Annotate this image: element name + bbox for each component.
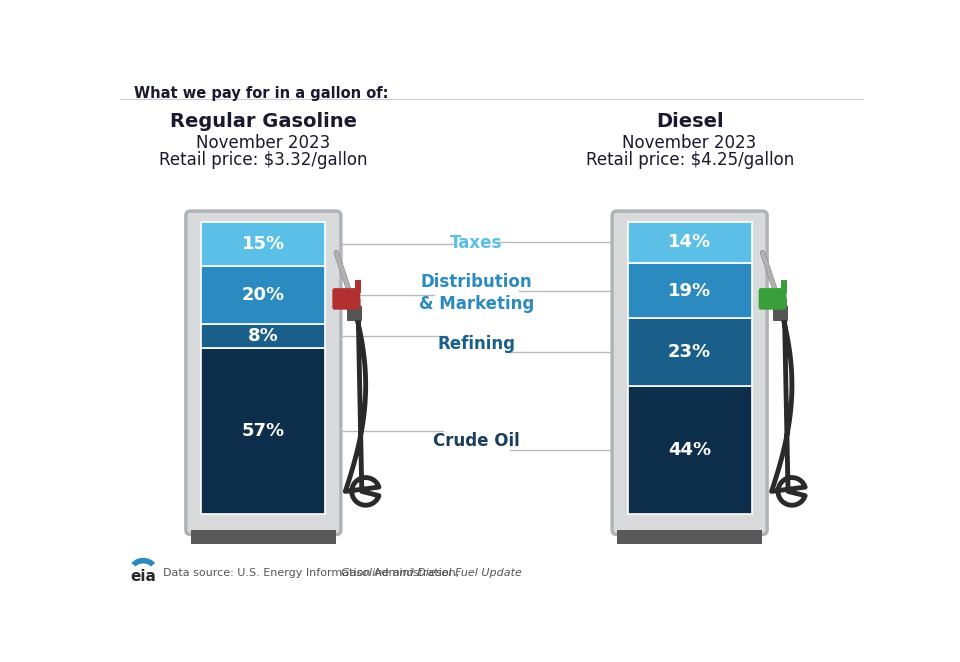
Text: November 2023: November 2023 xyxy=(622,134,756,152)
Text: 20%: 20% xyxy=(242,286,285,304)
Bar xyxy=(202,222,325,265)
Bar xyxy=(202,348,325,514)
Text: Taxes: Taxes xyxy=(450,234,503,252)
FancyBboxPatch shape xyxy=(332,288,360,310)
Text: 23%: 23% xyxy=(668,343,711,361)
Text: 44%: 44% xyxy=(668,441,711,459)
Text: 8%: 8% xyxy=(248,327,278,345)
Text: Regular Gasoline: Regular Gasoline xyxy=(170,113,357,131)
Text: 57%: 57% xyxy=(242,422,285,440)
Text: Diesel: Diesel xyxy=(656,113,724,131)
Bar xyxy=(202,324,325,348)
Bar xyxy=(774,306,787,320)
Bar xyxy=(628,263,752,318)
Text: Retail price: $4.25/gallon: Retail price: $4.25/gallon xyxy=(586,152,794,169)
FancyBboxPatch shape xyxy=(612,211,767,534)
Text: eia: eia xyxy=(131,569,156,584)
Text: Distribution
& Marketing: Distribution & Marketing xyxy=(419,273,534,313)
FancyBboxPatch shape xyxy=(758,288,786,310)
Bar xyxy=(628,318,752,386)
Text: Data source: U.S. Energy Information Administration,: Data source: U.S. Energy Information Adm… xyxy=(162,568,463,578)
Text: November 2023: November 2023 xyxy=(196,134,330,152)
Bar xyxy=(355,279,361,293)
Bar xyxy=(348,306,361,320)
Text: Retail price: $3.32/gallon: Retail price: $3.32/gallon xyxy=(159,152,368,169)
Text: 15%: 15% xyxy=(242,235,285,253)
Text: What we pay for in a gallon of:: What we pay for in a gallon of: xyxy=(134,85,389,101)
Text: Crude Oil: Crude Oil xyxy=(433,432,520,449)
Bar xyxy=(616,530,762,544)
Bar xyxy=(190,530,336,544)
Text: Gasoline and Diesel Fuel Update: Gasoline and Diesel Fuel Update xyxy=(342,568,522,578)
Text: Refining: Refining xyxy=(438,335,516,353)
Bar xyxy=(202,265,325,324)
Bar xyxy=(781,279,787,293)
FancyBboxPatch shape xyxy=(186,211,341,534)
Text: 14%: 14% xyxy=(668,234,711,252)
Bar xyxy=(628,386,752,514)
Bar xyxy=(628,222,752,263)
Text: 19%: 19% xyxy=(668,281,711,300)
